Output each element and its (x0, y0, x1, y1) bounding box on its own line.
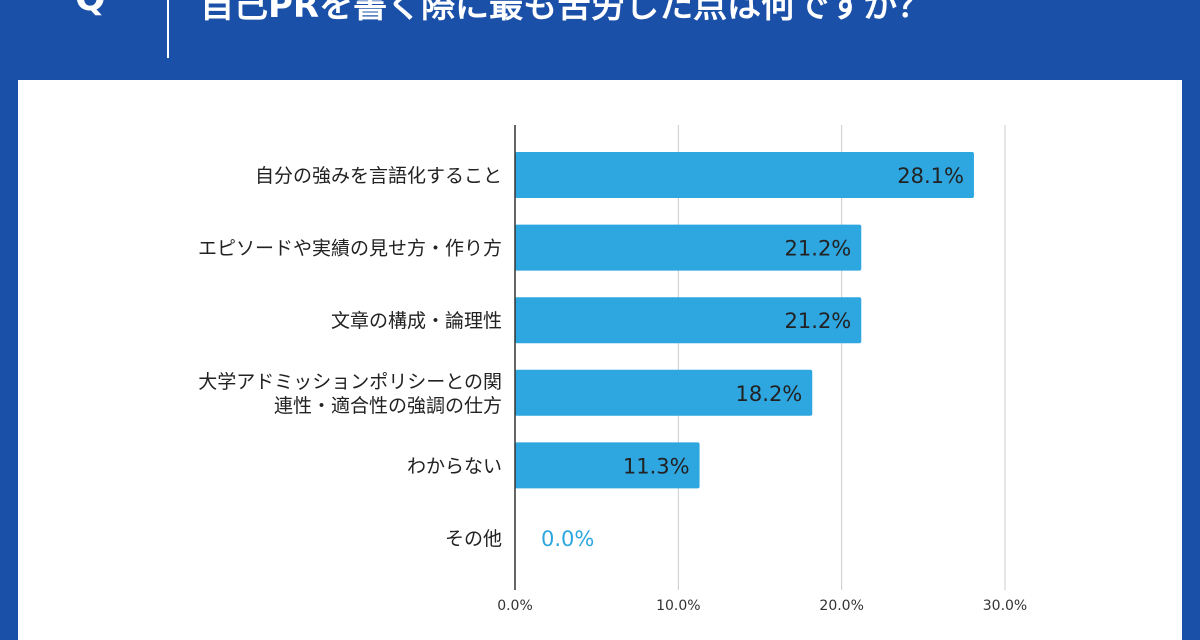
category-label: 大学アドミッションポリシーとの関 (198, 371, 502, 393)
category-label: エピソードや実績の見せ方・作り方 (198, 238, 502, 260)
value-label: 28.1% (897, 164, 964, 188)
tick-label: 30.0% (983, 598, 1027, 614)
category-label: その他 (445, 528, 502, 550)
bar (515, 224, 862, 271)
category-label: 文章の構成・論理性 (331, 310, 502, 332)
question-title: 自己PRを書く際に最も苦労した点は何ですか？ (200, 0, 932, 26)
bar (515, 152, 974, 198)
value-label: 21.2% (785, 309, 852, 333)
category-label: わからない (407, 455, 502, 477)
value-label: 18.2% (736, 382, 803, 406)
tick-label: 20.0% (819, 598, 863, 614)
value-label: 21.2% (785, 237, 852, 261)
category-label: 連性・適合性の強調の仕方 (274, 395, 502, 417)
tick-label: 0.0% (497, 598, 533, 614)
value-label: 0.0% (541, 527, 594, 551)
tick-label: 10.0% (656, 598, 700, 614)
bar (515, 442, 700, 489)
bar (515, 297, 862, 344)
bar (515, 369, 813, 416)
header-divider (167, 0, 169, 58)
question-mark-label: Q (75, 0, 106, 19)
value-label: 11.3% (623, 454, 690, 478)
category-label: 自分の強みを言語化すること (255, 165, 502, 187)
